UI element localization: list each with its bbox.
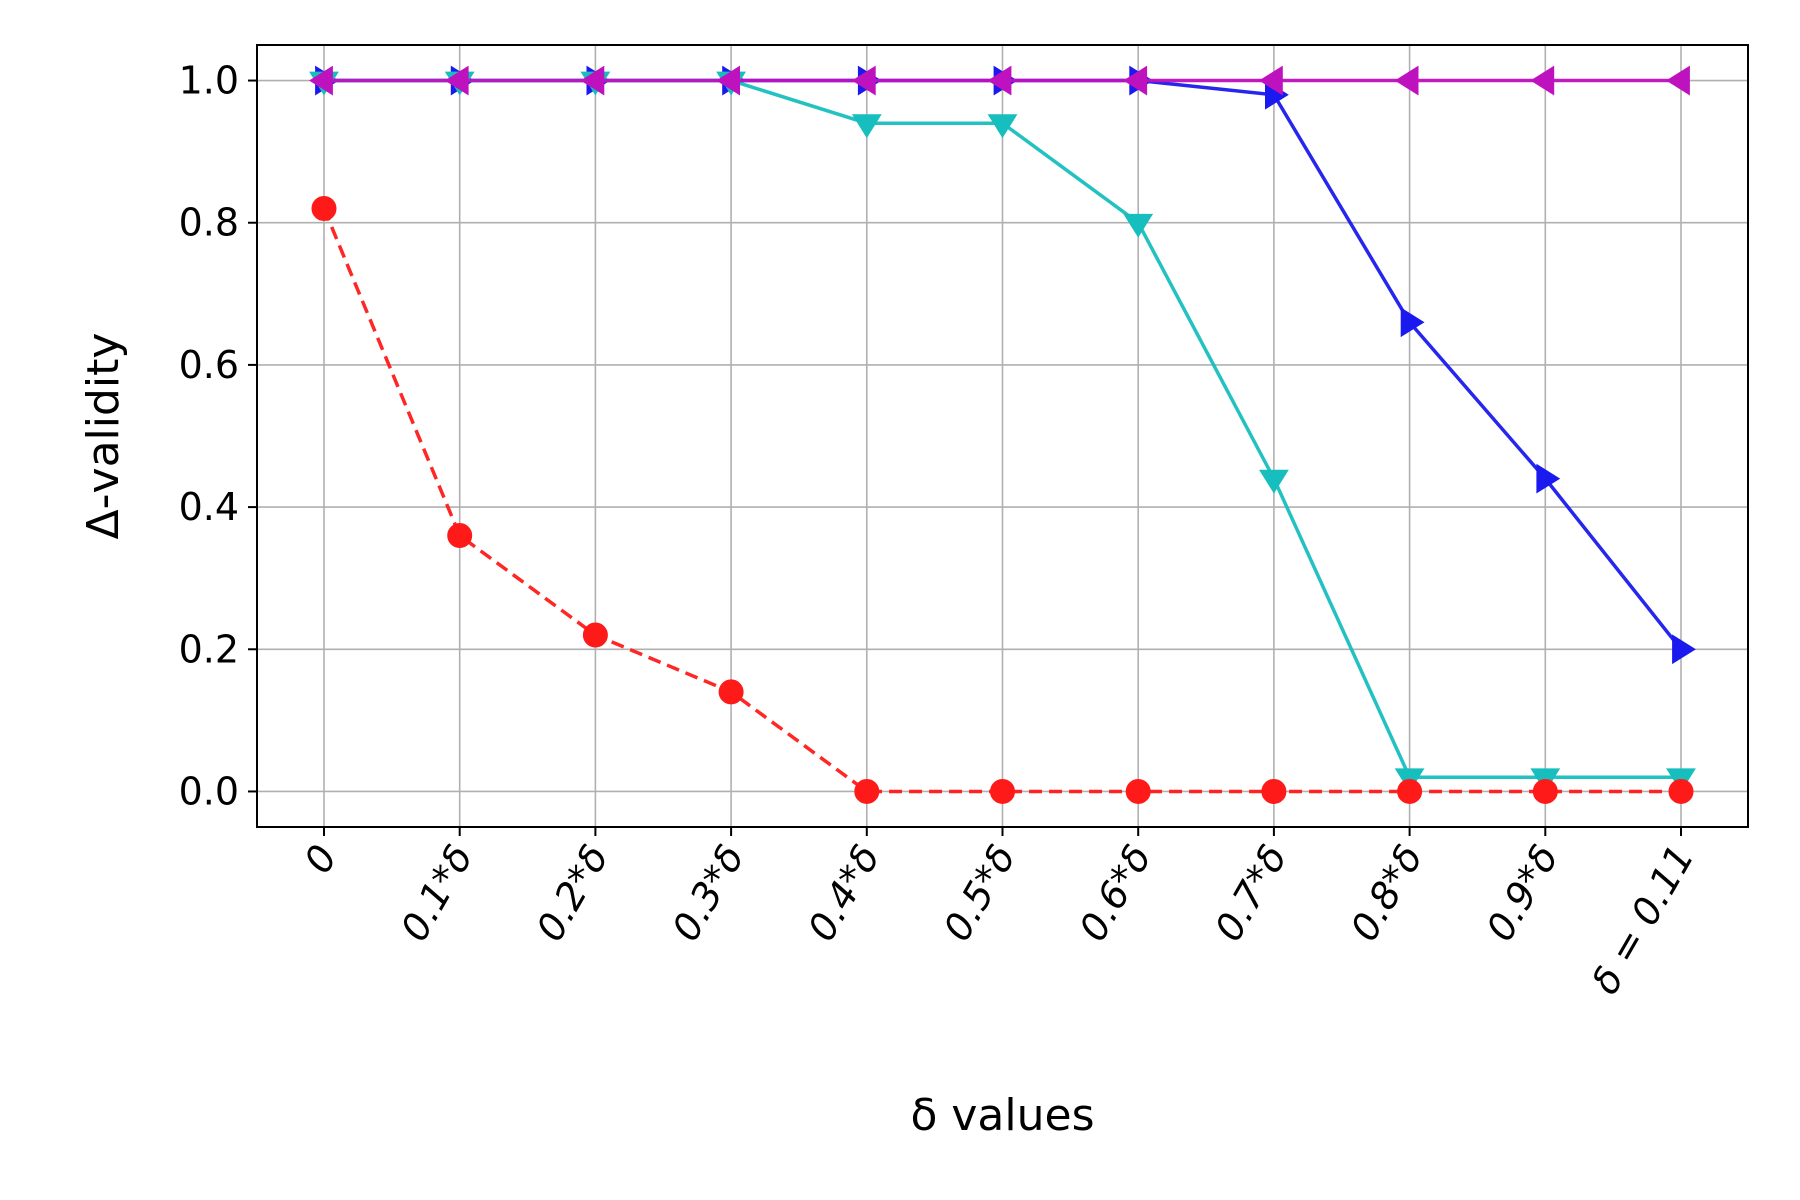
y-axis: 0.0 0.2 0.4 0.6 0.8 1.0 [179, 59, 257, 813]
y-axis-label: Δ-validity [78, 333, 129, 540]
y-tick-label: 0.4 [179, 485, 239, 529]
x-tick-label: 0.5*δ [935, 838, 1024, 949]
data-point [1400, 307, 1425, 338]
data-point [1123, 65, 1148, 96]
data-point [311, 196, 337, 222]
data-point [447, 523, 473, 549]
data-point [1261, 778, 1287, 804]
data-point [851, 114, 882, 139]
data-point [309, 65, 333, 96]
y-tick-label: 0.0 [179, 769, 239, 813]
data-point [718, 679, 744, 705]
series-layer [309, 65, 1696, 804]
data-point [1258, 65, 1283, 96]
data-point [987, 65, 1012, 96]
data-point [851, 65, 876, 96]
data-point [444, 65, 469, 96]
x-tick-label: 0.3*δ [663, 838, 752, 949]
data-point [1123, 213, 1154, 238]
x-tick-label: δ = 0.11 [1583, 838, 1703, 1002]
series-circle [311, 196, 1694, 804]
data-point [854, 778, 880, 804]
x-tick-label: 0.6*δ [1071, 838, 1160, 949]
y-tick-label: 1.0 [179, 59, 239, 103]
data-point [1125, 778, 1151, 804]
x-tick-label: 0.2*δ [528, 838, 617, 949]
data-point [1668, 778, 1694, 804]
data-point [580, 65, 605, 96]
data-point [1530, 65, 1555, 96]
series-triangle-left [309, 65, 1690, 96]
grid-lines [257, 45, 1748, 827]
series-line [322, 207, 1681, 794]
data-point [987, 114, 1018, 139]
y-tick-label: 0.2 [179, 627, 239, 671]
x-tick-label: 0.1*δ [392, 838, 481, 949]
x-axis: 0 0.1*δ 0.2*δ 0.3*δ 0.4*δ 0.5*δ 0.6*δ 0.7*δ 0.8*… [296, 827, 1703, 1001]
x-tick-label: 0 [296, 838, 346, 881]
data-point [1397, 778, 1423, 804]
data-point [716, 65, 740, 96]
data-point [1536, 463, 1561, 494]
data-point [1258, 469, 1289, 494]
y-tick-label: 0.6 [179, 343, 239, 387]
data-point [1672, 634, 1696, 665]
x-tick-label: 0.9*δ [1478, 838, 1567, 949]
x-axis-label-symbol: δ values [910, 1090, 1094, 1141]
x-axis-label: δ values [910, 1090, 1094, 1141]
x-tick-label: 0.8*δ [1342, 838, 1431, 949]
data-point [582, 622, 608, 648]
y-tick-label: 0.8 [179, 201, 239, 245]
x-tick-label: 0.7*δ [1206, 838, 1295, 949]
data-point [990, 778, 1015, 804]
data-point [1532, 778, 1558, 804]
x-tick-label: 0.4*δ [799, 838, 888, 949]
data-point [1394, 65, 1419, 96]
data-point [1666, 65, 1690, 96]
